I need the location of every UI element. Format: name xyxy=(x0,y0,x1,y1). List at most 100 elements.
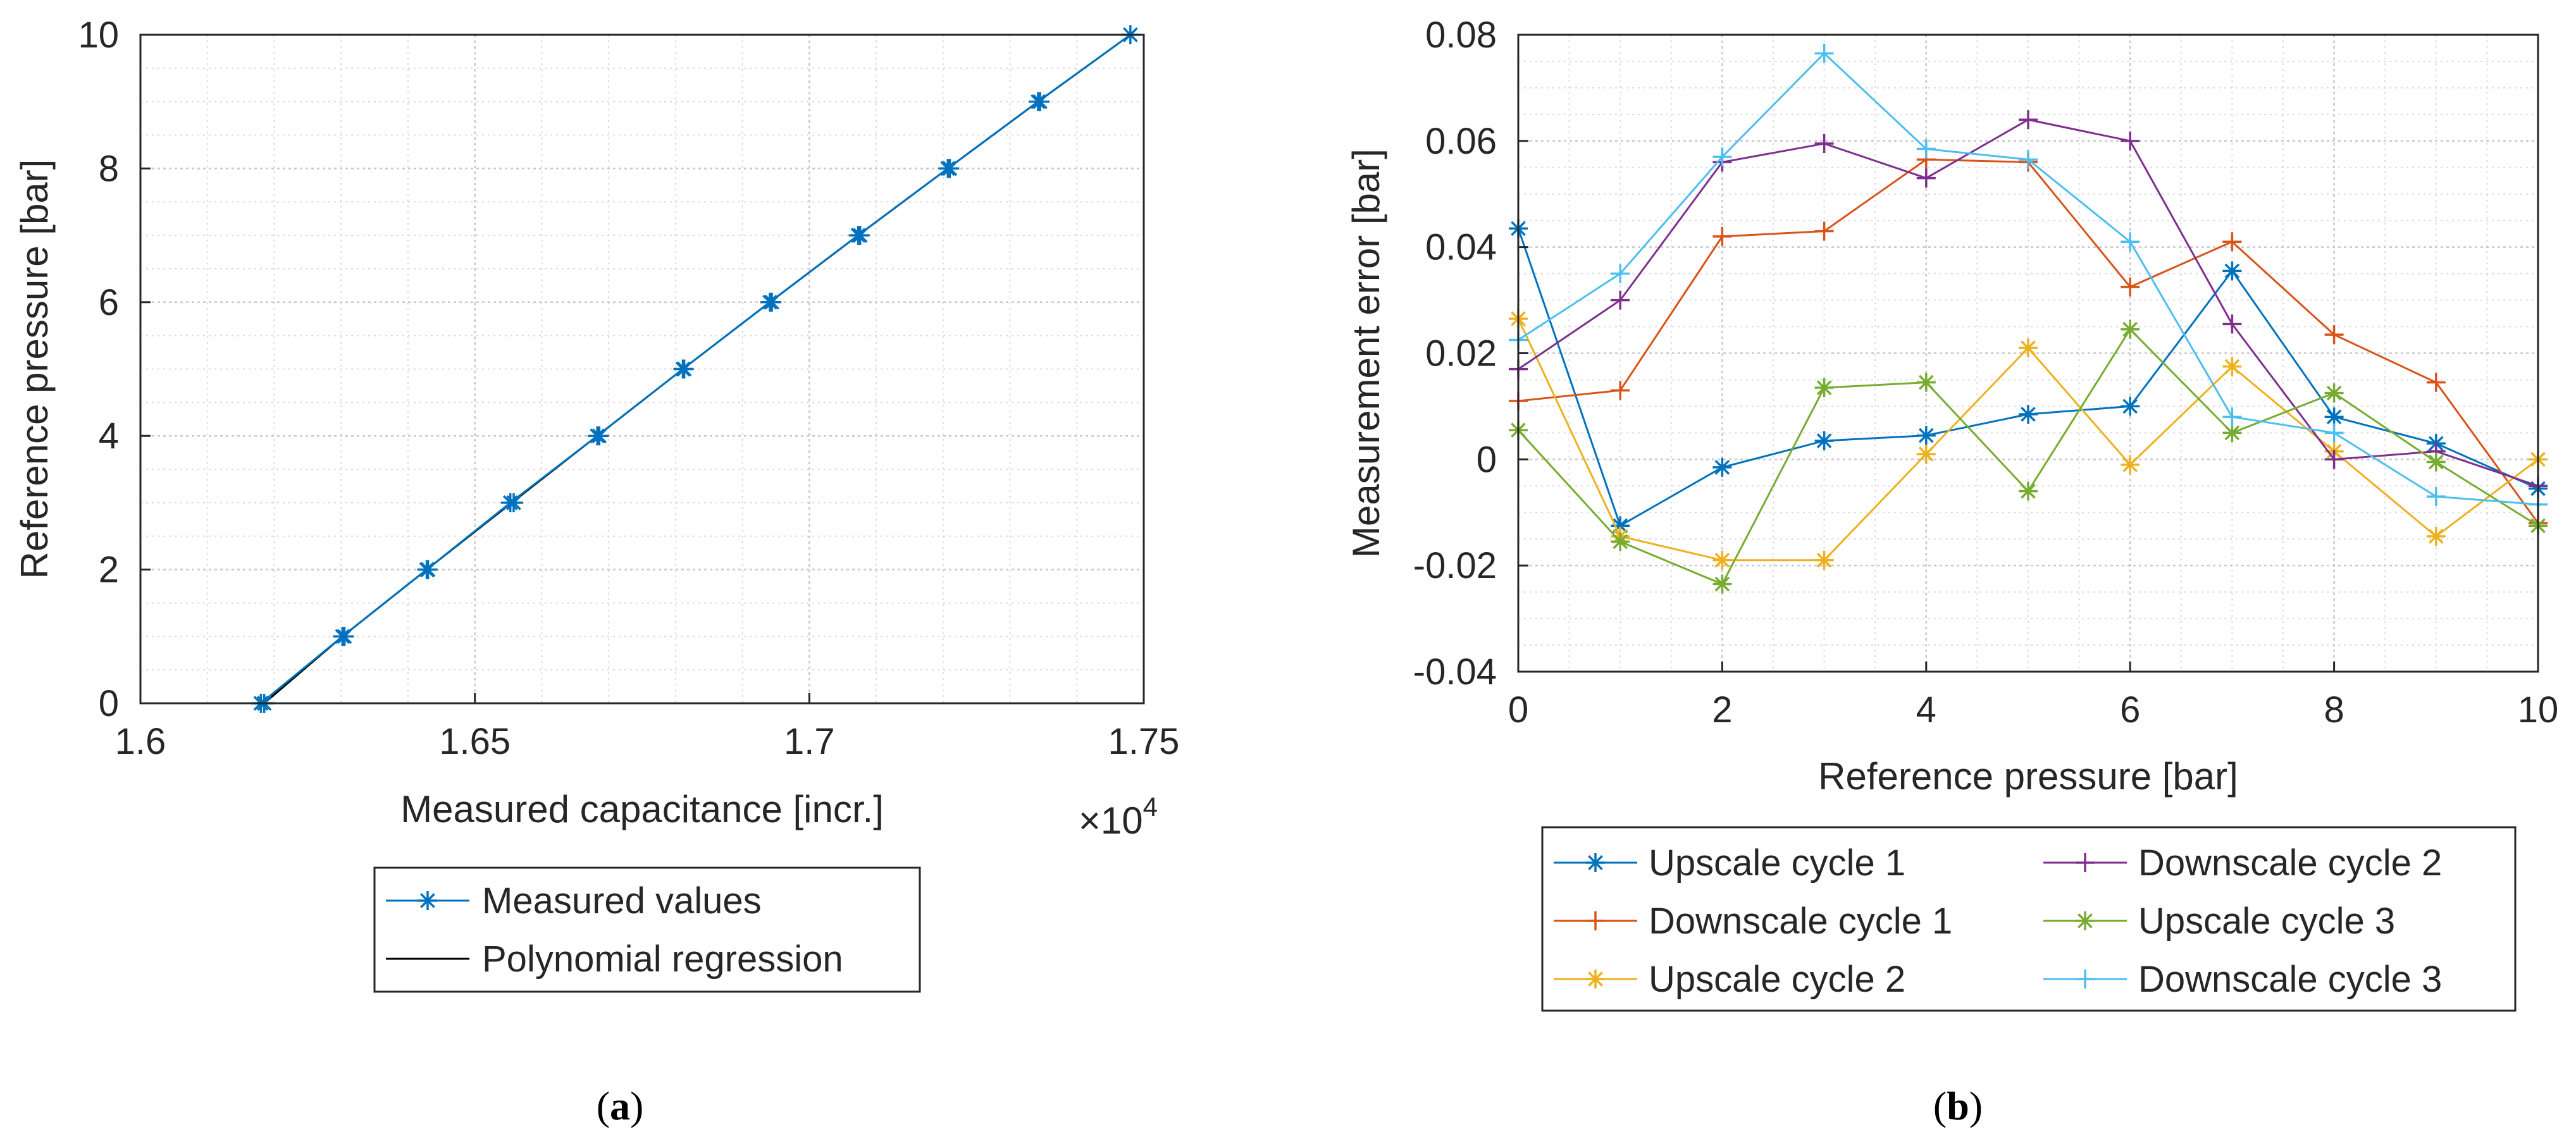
data-point xyxy=(1916,373,1936,392)
measured-value-point xyxy=(850,226,870,245)
legend-swatch-marker xyxy=(1586,911,1605,930)
data-point xyxy=(1611,516,1630,536)
data-point xyxy=(1916,139,1936,159)
data-point xyxy=(1916,444,1936,464)
y-tick-label: 0 xyxy=(99,683,119,724)
y-tick-label: 0 xyxy=(1477,439,1497,480)
data-point xyxy=(2222,232,2242,252)
legend-box xyxy=(1541,826,2517,1012)
x-tick-label: 2 xyxy=(1712,689,1732,730)
axes-box xyxy=(139,34,1145,705)
y-tick-label: 8 xyxy=(99,148,119,189)
data-point xyxy=(2019,405,2038,424)
x-tick-label: 4 xyxy=(1916,689,1936,730)
data-point xyxy=(1814,378,1834,398)
y-axis-label: Measurement error [bar] xyxy=(1345,149,1387,558)
data-point xyxy=(1712,226,1732,246)
legend-label: Upscale cycle 1 xyxy=(1649,842,1905,884)
data-point xyxy=(2121,455,2140,474)
data-point xyxy=(1611,264,1630,283)
y-axis-label: Reference pressure [bar] xyxy=(13,159,56,579)
data-point xyxy=(2222,314,2242,334)
data-point xyxy=(1814,550,1834,570)
panel-a-caption: (a) xyxy=(597,1083,644,1128)
x-tick-label: 1.65 xyxy=(439,721,511,762)
data-point xyxy=(2426,487,2446,507)
x-tick-label: 0 xyxy=(1508,689,1528,730)
legend-swatch-marker xyxy=(2076,853,2095,872)
x-axis-label: Measured capacitance [incr.] xyxy=(400,788,884,830)
data-point xyxy=(2426,452,2446,472)
y-tick-label: 0.08 xyxy=(1425,15,1497,56)
data-point xyxy=(1712,550,1732,570)
data-point xyxy=(1611,532,1630,551)
panel-a-caption-letter: a xyxy=(610,1083,630,1128)
data-point xyxy=(1712,574,1732,594)
legend-label: Upscale cycle 2 xyxy=(1649,959,1905,1000)
x-tick-label: 1.7 xyxy=(784,721,835,762)
data-point xyxy=(2324,383,2344,403)
x-tick-label: 6 xyxy=(2120,689,2140,730)
panel-a-chart: 1.6 1.65 1.7 1.75 0 2 4 6 8 10 Measured capacitanc… xyxy=(13,15,1180,993)
data-point xyxy=(2222,423,2242,443)
data-point xyxy=(1916,426,1936,445)
x-exponent-base: ×10 xyxy=(1079,799,1143,842)
data-point xyxy=(2324,407,2344,427)
data-point xyxy=(2324,450,2344,469)
legend-swatch-marker xyxy=(1586,853,1605,872)
measured-value-point xyxy=(940,159,960,178)
x-tick-label: 1.75 xyxy=(1108,721,1180,762)
y-tick-label: 2 xyxy=(99,550,119,591)
legend-swatch-marker xyxy=(2076,911,2095,930)
x-exponent-power: 4 xyxy=(1143,792,1158,822)
legend-label: Polynomial regression xyxy=(482,939,843,980)
panel-b-chart: 0 2 4 6 8 10 -0.04 -0.02 0 0.02 0.04 0.06 0.08 Refere… xyxy=(1345,15,2559,1012)
data-point xyxy=(1712,147,1732,167)
legend-swatch-marker xyxy=(1586,970,1605,989)
x-tick-label: 10 xyxy=(2518,689,2559,730)
data-point xyxy=(1611,381,1630,400)
data-point xyxy=(1814,431,1834,450)
measured-value-point xyxy=(335,627,354,646)
y-tick-label: 6 xyxy=(99,282,119,323)
data-point xyxy=(2019,150,2038,169)
data-point xyxy=(2324,325,2344,345)
legend-label: Measured values xyxy=(482,880,762,921)
data-point xyxy=(1814,134,1834,154)
legend-swatch-marker xyxy=(418,891,437,910)
y-tick-label: 0.04 xyxy=(1425,227,1497,268)
legend-swatch-marker xyxy=(2076,970,2095,989)
x-exponent-label: ×104 xyxy=(1079,792,1158,842)
measured-value-point xyxy=(674,359,694,379)
data-point xyxy=(2324,423,2344,443)
data-point xyxy=(2222,261,2242,281)
panel-b-caption: (b) xyxy=(1933,1083,1983,1128)
data-point xyxy=(1712,457,1732,477)
data-point xyxy=(2121,319,2140,339)
measured-value-point xyxy=(762,292,782,312)
data-point xyxy=(2019,338,2038,358)
y-tick-label: 0.06 xyxy=(1425,121,1497,162)
measured-value-point xyxy=(590,426,609,446)
data-point xyxy=(2019,481,2038,501)
data-point xyxy=(1814,221,1834,241)
data-point xyxy=(2426,373,2446,392)
measured-value-point xyxy=(418,560,438,579)
data-point xyxy=(2222,357,2242,376)
y-tick-label: 0.02 xyxy=(1425,333,1497,374)
data-point xyxy=(1916,168,1936,188)
legend-label: Downscale cycle 1 xyxy=(1649,901,1952,942)
y-tick-label: -0.04 xyxy=(1413,651,1497,693)
data-point xyxy=(2426,527,2446,546)
data-point xyxy=(2121,131,2140,151)
y-tick-label: 4 xyxy=(99,416,119,457)
panel-b-caption-letter: b xyxy=(1947,1083,1969,1128)
x-axis-label: Reference pressure [bar] xyxy=(1818,755,2238,798)
legend-label: Downscale cycle 3 xyxy=(2138,959,2442,1000)
data-point xyxy=(2121,277,2140,297)
data-point xyxy=(2222,407,2242,427)
measured-value-point xyxy=(504,493,523,512)
data-point xyxy=(1611,290,1630,310)
legend-label: Upscale cycle 3 xyxy=(2138,901,2395,942)
y-tick-label: 10 xyxy=(78,15,119,56)
